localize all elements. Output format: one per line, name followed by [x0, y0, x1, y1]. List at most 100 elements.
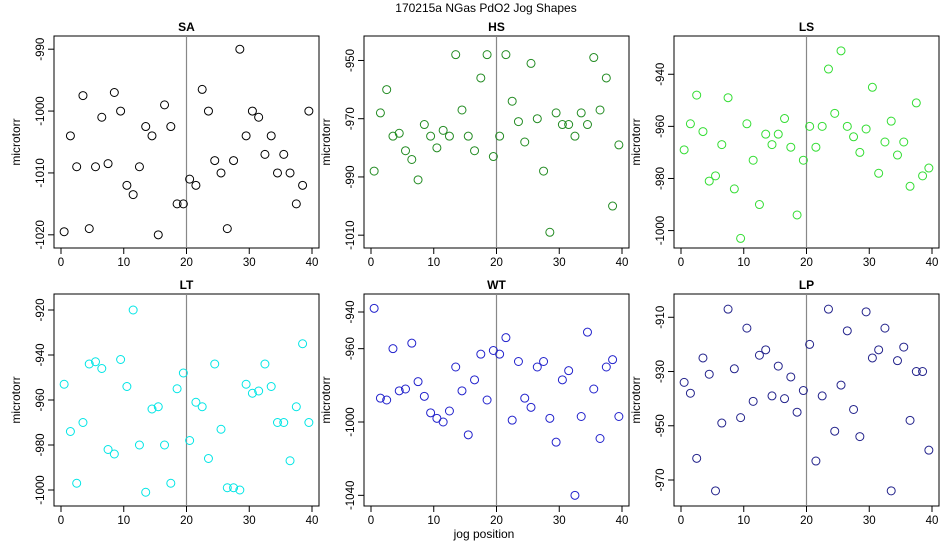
data-point [526, 58, 536, 68]
data-point [388, 344, 398, 354]
data-point [141, 122, 151, 132]
data-point [570, 490, 580, 500]
y-tick-label: -920 [35, 298, 47, 321]
data-point [786, 142, 796, 152]
x-tick-label: 40 [616, 257, 629, 269]
x-tick-label: 30 [243, 257, 256, 269]
data-point [451, 50, 461, 60]
data-point [229, 156, 239, 166]
data-point [97, 112, 107, 122]
data-point [260, 359, 270, 369]
data-point [773, 361, 783, 371]
y-tick-label: -1000 [655, 216, 667, 245]
x-tick-label: 10 [737, 257, 750, 269]
data-point [539, 166, 549, 176]
data-point [375, 108, 385, 118]
data-point [601, 362, 611, 372]
data-point [59, 227, 69, 237]
y-tick-label: -1000 [345, 407, 357, 436]
data-point [482, 395, 492, 405]
figure-title: 170215a NGas PdO2 Jog Shapes [395, 1, 576, 15]
data-point [247, 388, 257, 398]
data-point [203, 454, 213, 463]
data-point [582, 327, 592, 337]
data-point [298, 339, 308, 349]
data-point [222, 483, 232, 493]
data-point [495, 349, 505, 359]
data-point [830, 108, 840, 118]
data-point [704, 176, 714, 186]
y-tick-label: -1000 [35, 475, 47, 504]
x-tick-label: 20 [180, 257, 193, 269]
y-tick-label: -910 [655, 306, 667, 329]
panel-title: SA [178, 20, 195, 34]
y-tick-label: -990 [345, 165, 357, 188]
data-point [457, 386, 467, 396]
x-tick-label: 10 [117, 515, 130, 527]
x-tick-label: 0 [58, 515, 64, 527]
data-point [91, 357, 101, 367]
data-point [723, 304, 733, 314]
data-point [407, 338, 417, 348]
x-tick-label: 30 [243, 515, 256, 527]
data-point [141, 487, 151, 497]
data-point [711, 171, 721, 181]
data-point [792, 407, 802, 417]
y-tick-label: -960 [655, 115, 667, 138]
data-point [817, 121, 827, 131]
data-point [679, 377, 689, 387]
data-point [78, 418, 88, 427]
data-point [241, 379, 251, 389]
y-axis-label: microtorr [319, 118, 333, 165]
data-point [899, 137, 909, 147]
data-point [260, 149, 270, 159]
data-point [413, 175, 423, 185]
data-point [892, 150, 902, 160]
y-axis-label: microtorr [9, 118, 23, 165]
data-point [526, 402, 536, 412]
y-tick-label: -1000 [35, 96, 47, 125]
data-point [78, 91, 88, 101]
y-axis-label: microtorr [9, 376, 23, 423]
data-point [685, 119, 695, 129]
x-tick-label: 20 [490, 515, 503, 527]
data-point [172, 384, 182, 394]
panel-title: LT [180, 278, 194, 292]
data-point [444, 406, 454, 416]
data-point [798, 155, 808, 165]
x-tick-label: 10 [117, 257, 130, 269]
data-point [736, 413, 746, 423]
panel-title: LS [799, 20, 814, 34]
data-point [886, 116, 896, 126]
data-point [905, 415, 915, 425]
panel-wt: WT 0 10 20 30 40 -1040 -1000 -960 -940 microtorr [319, 278, 630, 527]
data-point [382, 395, 392, 405]
data-point [134, 162, 144, 172]
x-tick-label: 0 [368, 515, 374, 527]
data-point [72, 478, 82, 488]
data-point [767, 391, 777, 401]
y-axis-label: microtorr [629, 376, 643, 423]
data-point [476, 73, 486, 83]
data-point [754, 200, 764, 210]
data-point [595, 105, 605, 115]
data-point [867, 353, 877, 363]
data-point [792, 210, 802, 220]
data-point [298, 180, 308, 190]
data-point [470, 375, 480, 385]
y-tick-label: -960 [345, 337, 357, 360]
data-point [557, 120, 567, 130]
data-point [116, 106, 126, 116]
data-point [109, 449, 119, 459]
data-point [419, 120, 429, 130]
data-point [582, 120, 592, 130]
data-point [880, 323, 890, 333]
data-point [748, 396, 758, 406]
data-point [823, 304, 833, 314]
data-point [401, 384, 411, 394]
x-tick-label: 10 [427, 257, 440, 269]
data-point [285, 456, 295, 466]
data-point [842, 121, 852, 131]
data-point [407, 154, 417, 164]
